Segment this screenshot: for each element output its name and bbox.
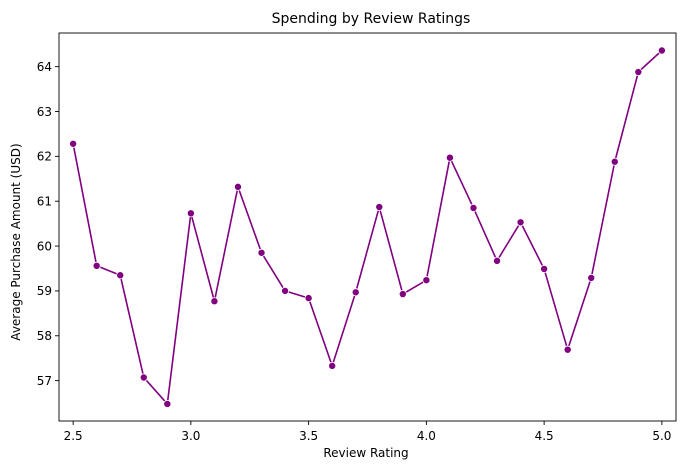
y-tick-label: 63 (37, 105, 52, 119)
plot-border (58, 32, 677, 422)
y-tick-label: 58 (37, 329, 52, 343)
data-point (375, 203, 384, 212)
x-axis: 2.5 3.0 3.5 4.0 4.5 5.0 (64, 421, 671, 443)
chart-title: Spending by Review Ratings (272, 11, 471, 27)
y-axis-label: Average Purchase Amount (USD) (9, 143, 23, 340)
y-tick-label: 60 (37, 239, 52, 253)
y-tick-label: 57 (37, 374, 52, 388)
x-tick-label: 5.0 (652, 429, 671, 443)
data-point (516, 218, 525, 227)
y-tick-label: 62 (37, 150, 52, 164)
x-tick-label: 3.0 (181, 429, 200, 443)
data-point (139, 373, 148, 382)
data-point (328, 361, 337, 370)
data-point (233, 182, 242, 191)
x-tick-label: 2.5 (64, 429, 83, 443)
x-tick-label: 3.5 (299, 429, 318, 443)
data-point (163, 399, 172, 408)
series-line (72, 49, 663, 405)
y-axis: 57 58 59 60 61 62 63 64 (37, 60, 59, 388)
data-point (351, 288, 360, 297)
data-point (92, 261, 101, 270)
x-tick-label: 4.0 (417, 429, 436, 443)
data-point (493, 256, 502, 265)
data-point (281, 286, 290, 295)
x-axis-label: Review Rating (323, 446, 408, 460)
series-layer (69, 46, 666, 408)
plot-frame (58, 32, 677, 422)
data-point (469, 203, 478, 212)
data-point (587, 273, 596, 282)
data-point (563, 345, 572, 354)
data-point (69, 139, 78, 148)
data-point (634, 68, 643, 77)
data-point (657, 46, 666, 55)
data-point (304, 294, 313, 303)
data-point (186, 209, 195, 218)
data-point (398, 290, 407, 299)
data-point (210, 297, 219, 306)
y-tick-label: 64 (37, 60, 52, 74)
data-point (610, 157, 619, 166)
x-tick-label: 4.5 (535, 429, 554, 443)
data-point (445, 153, 454, 162)
data-point (422, 276, 431, 285)
data-point (116, 271, 125, 280)
data-point (257, 248, 266, 257)
y-tick-label: 59 (37, 284, 52, 298)
data-point (540, 264, 549, 273)
y-tick-label: 61 (37, 195, 52, 209)
